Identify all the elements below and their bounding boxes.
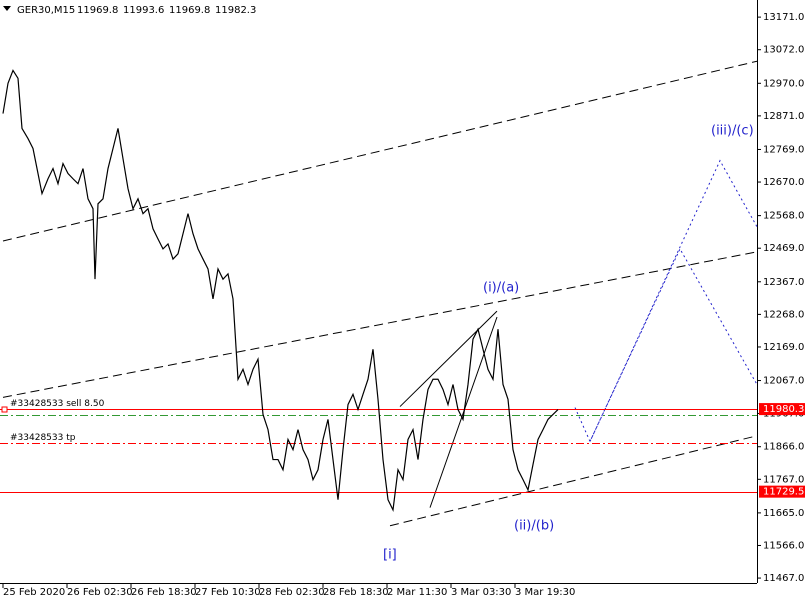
- x-tick-label: 28 Feb 18:30: [323, 587, 389, 598]
- order-label: #33428533 tp: [10, 433, 76, 443]
- wave-label: (i)/(a): [483, 281, 519, 296]
- y-tick-label: 12871.0: [763, 111, 804, 122]
- y-tick-label: 12169.0: [763, 342, 804, 353]
- ohlc-value: 11969.8: [77, 5, 118, 16]
- menu-icon[interactable]: [3, 6, 11, 11]
- x-tick-label: 3 Mar 19:30: [515, 587, 575, 598]
- ohlc-value: 11982.3: [215, 5, 256, 16]
- x-tick-label: 2 Mar 11:30: [387, 587, 447, 598]
- ohlc-value: 11993.6: [123, 5, 164, 16]
- y-tick-label: 11866.0: [763, 442, 804, 453]
- x-tick-label: 26 Feb 02:30: [67, 587, 133, 598]
- symbol: GER30,M15: [17, 5, 75, 16]
- ohlc-value: 11969.8: [169, 5, 210, 16]
- y-tick-label: 12970.0: [763, 78, 804, 89]
- y-tick-label: 12568.0: [763, 211, 804, 222]
- y-tick-label: 12769.0: [763, 144, 804, 155]
- y-tick-label: 11767.0: [763, 474, 804, 485]
- y-tick-label: 13072.0: [763, 45, 804, 56]
- y-tick-label: 11566.0: [763, 540, 804, 551]
- trend-line: [589, 247, 758, 442]
- y-tick-label: 11467.0: [763, 573, 804, 584]
- y-tick-label: 12367.0: [763, 277, 804, 288]
- price-box: [759, 485, 805, 498]
- x-tick-label: 26 Feb 18:30: [131, 587, 197, 598]
- price-box-label: 11729.5: [763, 487, 804, 498]
- y-tick-label: 12268.0: [763, 309, 804, 320]
- y-tick-label: 11665.0: [763, 508, 804, 519]
- price-box: [759, 403, 805, 416]
- y-tick-label: 12469.0: [763, 243, 804, 254]
- order-label: #33428533 sell 8.50: [10, 399, 105, 409]
- y-tick-label: 12670.0: [763, 177, 804, 188]
- x-tick-label: 28 Feb 02:30: [259, 587, 325, 598]
- trend-line: [574, 159, 758, 443]
- trend-line: [399, 310, 498, 407]
- y-tick-label: 13171.0: [763, 12, 804, 23]
- wave-label: (iii)/(c): [711, 124, 754, 139]
- y-tick-label: 12067.0: [763, 376, 804, 387]
- price-line: [2, 69, 559, 512]
- price-box-label: 11980.3: [763, 404, 804, 415]
- trend-line: [2, 60, 758, 242]
- trend-line: [389, 436, 755, 527]
- order-marker: [1, 406, 8, 413]
- x-tick-label: 3 Mar 03:30: [451, 587, 511, 598]
- trend-line: [2, 251, 758, 398]
- wave-label: (ii)/(b): [514, 519, 554, 534]
- x-tick-label: 25 Feb 2020: [3, 587, 65, 598]
- x-tick-label: 27 Feb 10:30: [195, 587, 261, 598]
- wave-label: [i]: [383, 548, 397, 563]
